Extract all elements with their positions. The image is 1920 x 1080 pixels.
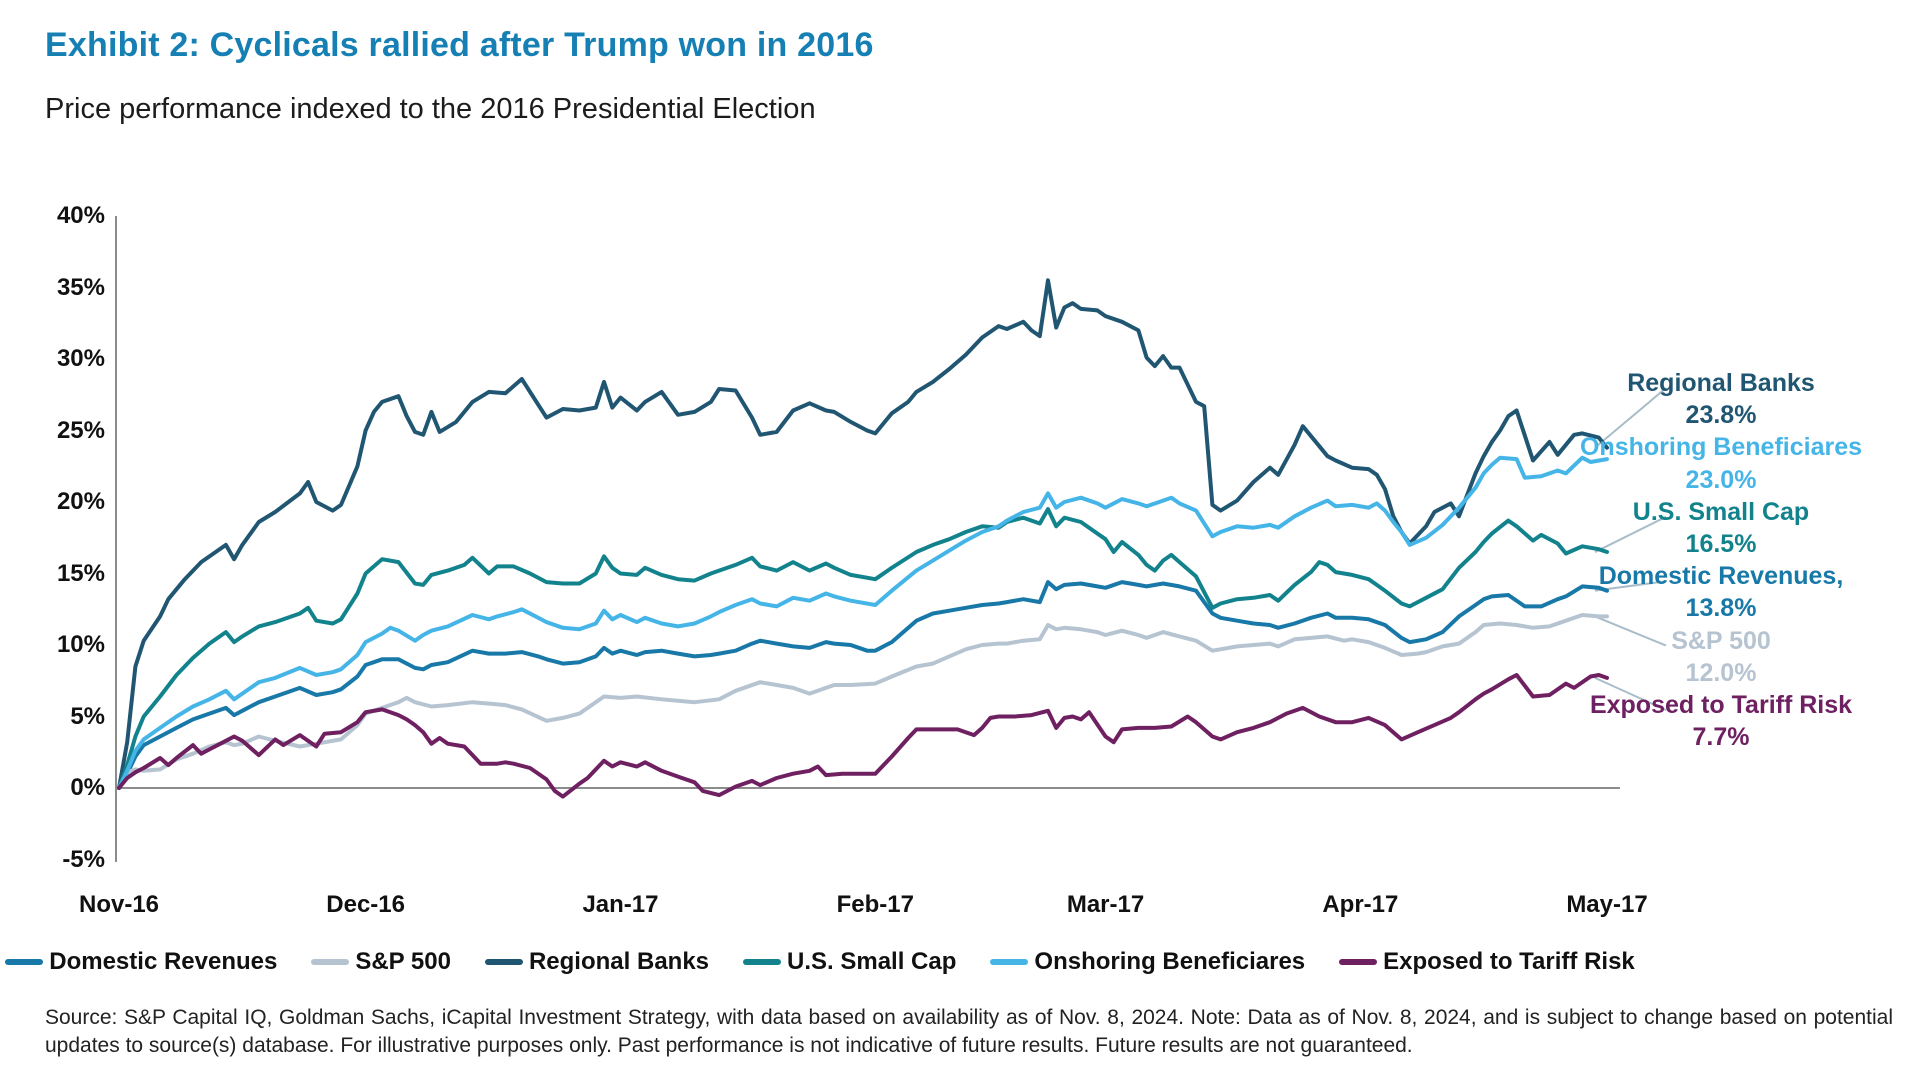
callout-value-sp500: 12.0% — [1685, 658, 1757, 687]
y-tick-label: 15% — [56, 559, 105, 587]
legend-item-regional-banks: Regional Banks — [484, 948, 710, 976]
legend-item-sp500: S&P 500 — [311, 948, 451, 976]
series-line-onshoring-beneficiares — [117, 455, 1609, 790]
callout-leader-exposed-to-tariff-risk — [1594, 676, 1667, 711]
chart-subtitle: Price performance indexed to the 2016 Pr… — [45, 93, 816, 125]
page-title: Exhibit 2: Cyclicals rallied after Trump… — [45, 26, 874, 64]
legend-label-exposed-to-tariff-risk: Exposed to Tariff Risk — [1383, 948, 1635, 975]
x-tick-label: Nov-16 — [78, 891, 160, 918]
callout-leader-us-small-cap — [1594, 515, 1667, 553]
series-line-domestic-revenues — [117, 580, 1609, 790]
callout-value-domestic-revenues: 13.8% — [1685, 594, 1757, 623]
x-tick-label: Dec-16 — [326, 891, 405, 918]
callout-label-exposed-to-tariff-risk: Exposed to Tariff Risk — [1589, 691, 1853, 719]
legend-swatch-exposed-to-tariff-risk — [1339, 959, 1378, 965]
legend-swatch-regional-banks — [484, 959, 523, 965]
x-tick-label: Mar-17 — [1066, 891, 1145, 918]
callout-label-sp500: S&P 500 — [1671, 626, 1771, 655]
callout-value-regional-banks: 23.8% — [1685, 401, 1757, 430]
y-tick-label: 0% — [70, 774, 105, 801]
y-tick-label: 20% — [56, 488, 105, 515]
y-tick-label: 25% — [56, 416, 105, 444]
series-line-us-small-cap — [117, 507, 1609, 790]
y-tick-label: 30% — [56, 345, 105, 372]
y-tick-label: -5% — [62, 845, 105, 873]
y-tick-label: 5% — [70, 702, 105, 730]
callout-value-onshoring-beneficiares: 23.0% — [1685, 465, 1757, 494]
legend-item-exposed-to-tariff-risk: Exposed to Tariff Risk — [1339, 948, 1635, 976]
legend-swatch-us-small-cap — [743, 959, 782, 965]
callout-leader-regional-banks — [1594, 387, 1667, 449]
source-note: Source: S&P Capital IQ, Goldman Sachs, i… — [45, 1004, 1893, 1060]
series-line-sp500 — [117, 613, 1609, 790]
y-tick-label: 40% — [56, 202, 105, 229]
chart-legend: Domestic Revenues S&P 500 Regional Banks U.… — [5, 948, 1635, 976]
legend-label-sp500: S&P 500 — [355, 948, 451, 975]
callout-label-domestic-revenues: Domestic Revenues, — [1598, 562, 1844, 591]
legend-swatch-sp500 — [311, 959, 350, 965]
legend-label-regional-banks: Regional Banks — [528, 948, 710, 975]
callout-label-onshoring-beneficiares: Onshoring Beneficiares — [1579, 433, 1863, 462]
callout-value-exposed-to-tariff-risk: 7.7% — [1692, 723, 1750, 752]
x-tick-label: Apr-17 — [1322, 891, 1399, 918]
x-tick-label: Feb-17 — [836, 891, 914, 918]
x-tick-label: Jan-17 — [582, 891, 659, 918]
legend-label-us-small-cap: U.S. Small Cap — [787, 948, 957, 975]
legend-label-domestic-revenues: Domestic Revenues — [49, 948, 278, 975]
legend-label-onshoring-beneficiares: Onshoring Beneficiares — [1034, 948, 1306, 975]
series-line-exposed-to-tariff-risk — [117, 673, 1609, 799]
callout-label-us-small-cap: U.S. Small Cap — [1632, 497, 1810, 526]
y-tick-label: 10% — [56, 631, 105, 658]
legend-swatch-domestic-revenues — [5, 959, 44, 965]
legend-item-domestic-revenues: Domestic Revenues — [5, 948, 277, 976]
x-tick-label: May-17 — [1566, 891, 1648, 918]
callout-leader-sp500 — [1594, 615, 1667, 647]
callout-label-regional-banks: Regional Banks — [1627, 369, 1815, 397]
source-line-2: updates to source(s) database. For illus… — [45, 1034, 1413, 1057]
callout-value-us-small-cap: 16.5% — [1685, 530, 1757, 558]
legend-swatch-onshoring-beneficiares — [990, 959, 1029, 965]
legend-item-onshoring-beneficiares: Onshoring Beneficiares — [990, 948, 1305, 976]
legend-item-us-small-cap: U.S. Small Cap — [743, 948, 956, 976]
series-line-regional-banks — [117, 278, 1609, 790]
source-line-1: Source: S&P Capital IQ, Goldman Sachs, i… — [45, 1006, 1893, 1029]
y-tick-label: 35% — [56, 273, 105, 301]
